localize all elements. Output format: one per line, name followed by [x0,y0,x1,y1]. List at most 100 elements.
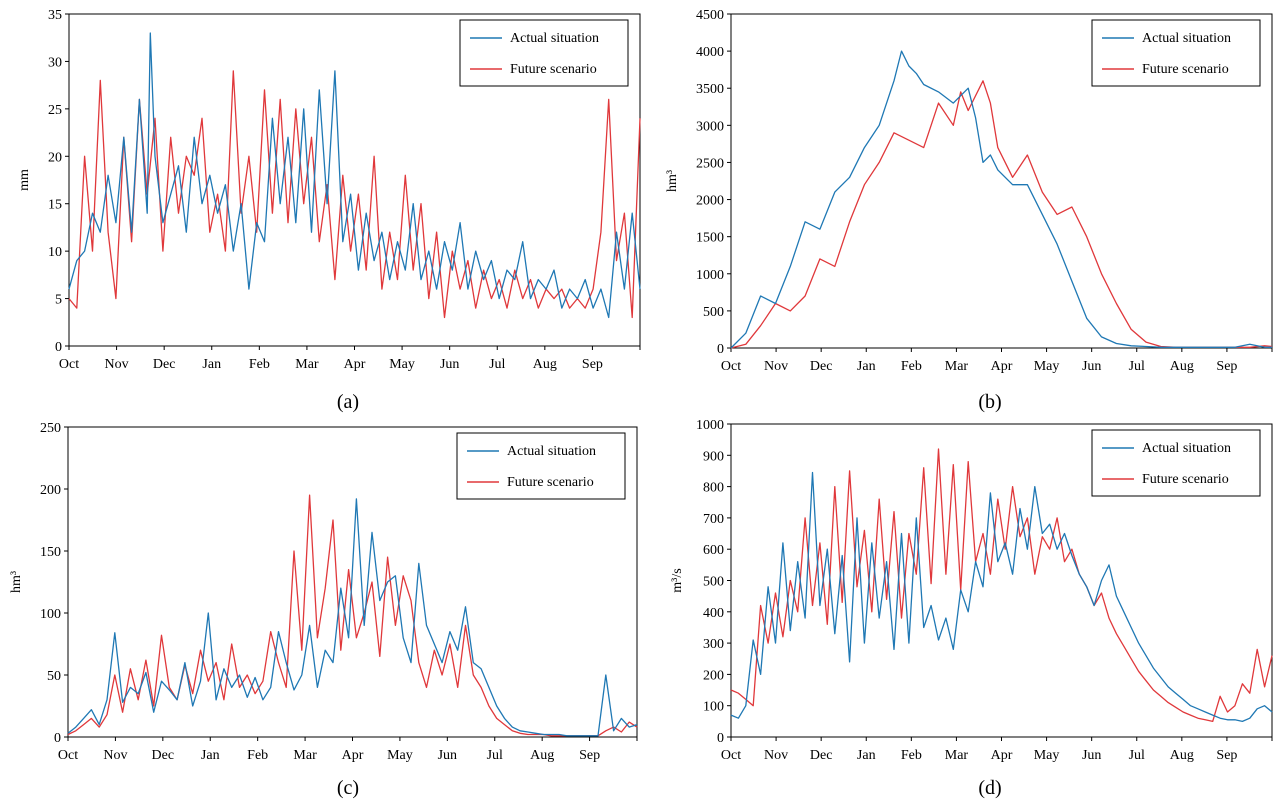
x-tick-label: Jun [440,357,459,372]
y-tick-label: 20 [48,150,62,165]
x-tick-label: Jan [857,748,876,763]
x-tick-label: Nov [764,748,788,763]
series-line-actual [730,471,1273,723]
y-tick-label: 800 [703,481,724,496]
series-line-actual [68,32,641,319]
y-tick-label: 0 [55,340,62,355]
y-tick-label: 50 [47,669,61,684]
x-tick-label: Mar [295,357,319,372]
x-tick-label: Aug [1170,748,1194,763]
legend-entry-actual: Actual situation [1142,441,1231,456]
chart-panel-2: 0 500 1000 1500 2000 2500 3000 3500 4000 4500 Oct N… [665,8,1273,413]
legend-entry-future: Future scenario [1142,472,1229,487]
panel-label: (d) [978,777,1001,799]
x-tick-label: May [1034,748,1060,763]
series-line-future [730,448,1273,723]
legend-entry-actual: Actual situation [510,31,599,46]
series-line-future [730,80,1273,349]
x-tick-label: Aug [533,357,557,372]
x-tick-label: Jun [1082,748,1101,763]
x-tick-label: Jan [202,357,221,372]
y-tick-label: 600 [703,543,724,558]
y-axis-label: hm³ [9,571,24,593]
y-axis-label: hm³ [665,170,680,192]
series-line-future [68,70,641,319]
y-tick-label: 0 [717,342,724,357]
y-tick-label: 30 [48,55,62,70]
x-tick-label: Jul [489,357,505,372]
legend-entry-future: Future scenario [1142,62,1229,77]
legend-entry-actual: Actual situation [1142,31,1231,46]
y-tick-label: 2000 [696,194,724,209]
x-tick-label: Oct [58,748,78,763]
y-tick-label: 1000 [696,418,724,433]
x-tick-label: Feb [249,357,270,372]
x-tick-label: Dec [810,748,833,763]
x-tick-label: Aug [530,748,554,763]
y-tick-label: 500 [703,575,724,590]
legend-box [1091,19,1261,87]
legend-entry-future: Future scenario [510,62,597,77]
x-tick-label: Sep [582,357,603,372]
y-tick-label: 400 [703,606,724,621]
x-tick-label: May [1034,359,1060,374]
y-tick-label: 10 [48,245,62,260]
y-tick-label: 100 [40,607,61,622]
series-line-actual [67,498,638,737]
legend-box [459,19,629,87]
x-tick-label: Sep [1216,359,1237,374]
x-tick-label: Jun [438,748,457,763]
x-tick-label: Jul [1129,359,1145,374]
panel-label: (a) [337,391,359,413]
x-tick-label: Jun [1082,359,1101,374]
x-tick-label: Dec [153,357,176,372]
x-tick-label: Feb [247,748,268,763]
x-tick-label: Oct [59,357,79,372]
y-tick-label: 500 [703,305,724,320]
x-tick-label: Mar [293,748,317,763]
y-tick-label: 0 [54,731,61,746]
chart-panel-4: 0 100 200 300 400 500 600 700 800 900 1000 Oct Nov De… [670,418,1273,799]
series-line-future [67,494,638,737]
y-tick-label: 1500 [696,231,724,246]
x-tick-label: May [387,748,413,763]
legend-entry-future: Future scenario [507,475,594,490]
y-tick-label: 35 [48,8,62,23]
y-tick-label: 900 [703,449,724,464]
x-tick-label: Sep [1216,748,1237,763]
x-tick-label: Dec [152,748,175,763]
legend-entry-actual: Actual situation [507,444,596,459]
y-tick-label: 15 [48,198,62,213]
x-tick-label: May [389,357,415,372]
y-tick-label: 1000 [696,268,724,283]
x-tick-label: Dec [810,359,833,374]
x-tick-label: Apr [344,357,366,372]
y-axis-label: m³/s [670,568,685,592]
y-tick-label: 3000 [696,119,724,134]
x-tick-label: Oct [721,359,741,374]
panel-label: (c) [337,777,359,799]
y-tick-label: 200 [703,668,724,683]
x-tick-label: Apr [991,359,1013,374]
y-axis-label: mm [17,169,32,191]
y-tick-label: 5 [55,293,62,308]
y-tick-label: 700 [703,512,724,527]
y-tick-label: 4500 [696,8,724,23]
y-tick-label: 0 [717,731,724,746]
series-line-actual [730,50,1272,349]
panel-label: (b) [978,391,1001,413]
chart-panel-1: 0 5 10 15 20 25 30 35 Oct Nov Dec Jan Feb Mar Apr May Ju… [17,8,641,413]
y-tick-label: 4000 [696,45,724,60]
legend-box [1091,429,1261,497]
x-tick-label: Apr [342,748,364,763]
y-tick-label: 250 [40,421,61,436]
x-tick-label: Nov [764,359,788,374]
y-tick-label: 2500 [696,156,724,171]
x-tick-label: Jan [201,748,220,763]
x-tick-label: Apr [991,748,1013,763]
x-tick-label: Aug [1170,359,1194,374]
x-tick-label: Nov [105,357,129,372]
x-tick-label: Feb [901,359,922,374]
y-tick-label: 200 [40,483,61,498]
